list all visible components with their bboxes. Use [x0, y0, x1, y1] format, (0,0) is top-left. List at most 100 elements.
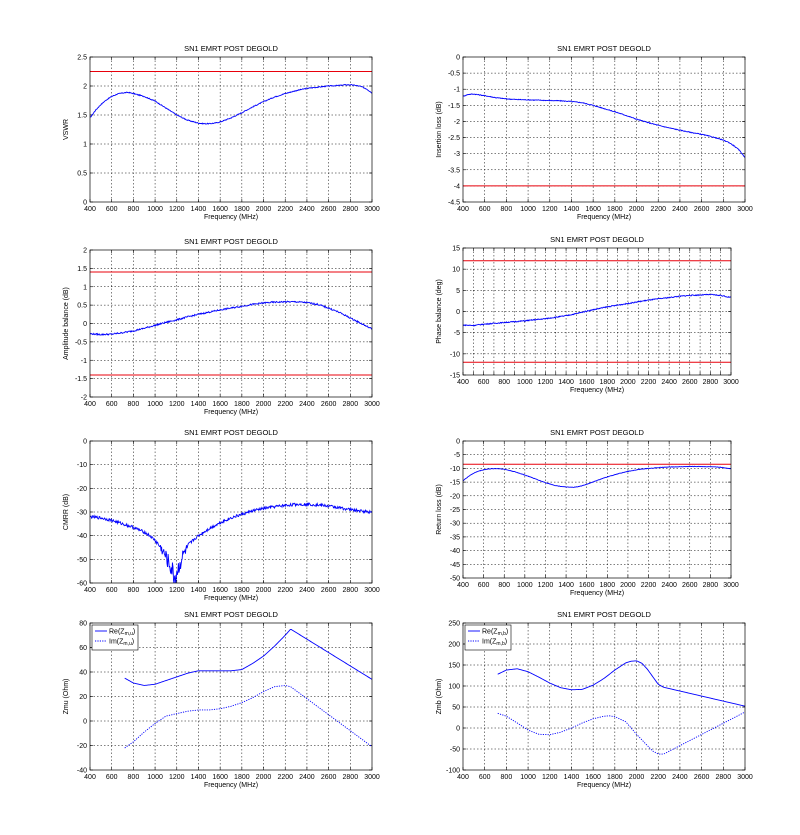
y-tick-label: -20: [450, 493, 460, 500]
x-tick-label: 2600: [321, 774, 337, 781]
x-tick-label: 2600: [321, 587, 337, 594]
y-axis-label: Return loss (dB): [436, 484, 443, 535]
y-tick-label: -1.5: [448, 103, 460, 110]
x-tick-label: 2600: [321, 401, 337, 408]
x-tick-label: 2200: [641, 379, 657, 386]
y-axis-label: CMRR (dB): [63, 494, 70, 530]
y-tick-label: 2: [83, 248, 87, 255]
y-tick-label: 0: [83, 719, 87, 726]
y-tick-label: 1.5: [77, 266, 87, 273]
y-tick-label: -2.5: [448, 135, 460, 142]
x-tick-label: 1800: [600, 379, 616, 386]
y-tick-label: 0.5: [77, 303, 87, 310]
x-tick-label: 1200: [542, 206, 558, 213]
x-tick-label: 400: [84, 206, 96, 213]
y-tick-label: -10: [77, 462, 87, 469]
chart-panel-3: SN1 EMRT POST DEGOLD 400 600 800 1000 1200 140…: [63, 237, 380, 416]
x-tick-label: 2000: [256, 774, 272, 781]
legend: Re(Zm,b)Im(Zm,b): [464, 624, 512, 651]
x-tick-label: 800: [501, 774, 513, 781]
x-tick-label: 2000: [256, 587, 272, 594]
series-line: [90, 83, 372, 125]
x-tick-label: 800: [498, 379, 510, 386]
y-tick-label: -1.5: [75, 376, 87, 383]
x-tick-label: 2200: [277, 587, 293, 594]
y-tick-label: -5: [454, 452, 460, 459]
series-line: [90, 300, 372, 337]
y-tick-label: -15: [450, 480, 460, 487]
y-tick-label: 0: [456, 726, 460, 733]
x-tick-label: 2800: [343, 774, 359, 781]
x-tick-label: 1800: [607, 206, 623, 213]
x-tick-label: 800: [501, 206, 513, 213]
y-tick-label: 150: [448, 663, 460, 670]
x-tick-label: 1400: [191, 401, 207, 408]
y-tick-label: 0: [456, 439, 460, 446]
x-tick-label: 1200: [538, 379, 554, 386]
x-tick-label: 600: [106, 401, 118, 408]
x-tick-label: 1800: [607, 774, 623, 781]
y-tick-label: 10: [452, 267, 460, 274]
y-tick-label: 250: [448, 621, 460, 628]
x-tick-label: 1000: [147, 774, 163, 781]
x-tick-label: 1200: [169, 401, 185, 408]
x-tick-label: 1000: [520, 774, 536, 781]
x-tick-label: 1000: [147, 206, 163, 213]
x-tick-label: 1000: [147, 587, 163, 594]
y-tick-label: -2: [454, 119, 460, 126]
x-tick-label: 2200: [650, 206, 666, 213]
x-tick-label: 2400: [299, 401, 315, 408]
x-tick-label: 2800: [716, 206, 732, 213]
x-tick-label: 2400: [299, 587, 315, 594]
x-tick-label: 1600: [212, 774, 228, 781]
y-tick-label: -100: [446, 768, 460, 775]
x-tick-label: 2400: [672, 774, 688, 781]
y-tick-label: -40: [77, 768, 87, 775]
x-axis-label: Frequency (MHz): [204, 214, 258, 221]
x-tick-label: 400: [457, 206, 469, 213]
chart-title: SN1 EMRT POST DEGOLD: [550, 428, 644, 437]
chart-title: SN1 EMRT POST DEGOLD: [184, 428, 278, 437]
y-tick-label: -60: [77, 581, 87, 588]
y-tick-label: -30: [77, 510, 87, 517]
x-tick-label: 2200: [650, 774, 666, 781]
x-tick-label: 2000: [256, 206, 272, 213]
y-axis-label: Insertion loss (dB): [436, 101, 443, 157]
x-tick-label: 1800: [600, 582, 616, 589]
x-tick-label: 2800: [703, 582, 719, 589]
y-tick-label: -45: [450, 562, 460, 569]
x-tick-label: 400: [457, 774, 469, 781]
x-tick-label: 3000: [364, 587, 380, 594]
chart-panel-4: SN1 EMRT POST DEGOLD 400 600 800 1000 1200 140…: [436, 235, 739, 394]
x-tick-label: 1000: [147, 401, 163, 408]
x-tick-label: 1200: [169, 774, 185, 781]
y-tick-label: 2.5: [77, 55, 87, 62]
x-tick-label: 2200: [277, 401, 293, 408]
x-tick-label: 400: [84, 587, 96, 594]
x-tick-label: 400: [457, 582, 469, 589]
y-tick-label: 60: [79, 645, 87, 652]
y-tick-label: 1: [83, 142, 87, 149]
series-line: [463, 293, 731, 327]
x-tick-label: 600: [106, 774, 118, 781]
x-tick-label: 2400: [672, 206, 688, 213]
x-tick-label: 1400: [191, 774, 207, 781]
y-tick-label: 100: [448, 684, 460, 691]
y-tick-label: -1: [81, 358, 87, 365]
chart-title: SN1 EMRT POST DEGOLD: [184, 610, 278, 619]
series-line-im: [497, 711, 745, 755]
x-tick-label: 2600: [321, 206, 337, 213]
y-axis-label: Amplitude balance (dB): [63, 287, 70, 360]
y-tick-label: -1: [454, 87, 460, 94]
y-tick-label: -25: [450, 507, 460, 514]
x-tick-label: 800: [128, 401, 140, 408]
legend-box: [91, 624, 139, 651]
y-tick-label: -4: [454, 183, 460, 190]
chart-title: SN1 EMRT POST DEGOLD: [184, 237, 278, 246]
x-axis-label: Frequency (MHz): [204, 595, 258, 602]
x-tick-label: 2400: [299, 206, 315, 213]
chart-title: SN1 EMRT POST DEGOLD: [557, 610, 651, 619]
